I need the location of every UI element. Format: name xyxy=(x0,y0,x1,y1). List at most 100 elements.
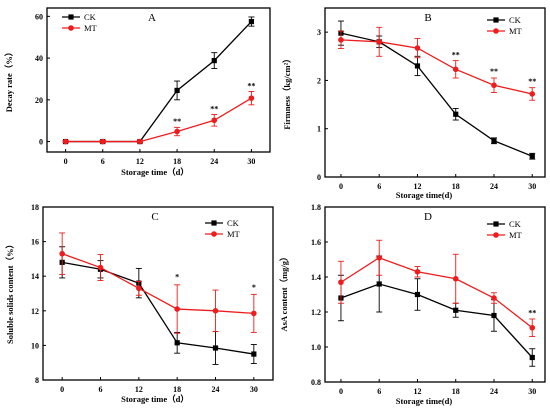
panel-d-letter: D xyxy=(424,211,432,223)
panel-a-significance-mark: ** xyxy=(247,81,255,90)
panel-a-xtick-label: 6 xyxy=(101,157,105,166)
panel-b-xtick-label: 30 xyxy=(528,182,536,191)
panel-b-legend-label-mt: MT xyxy=(509,26,523,36)
panel-c-ytick-label: 10 xyxy=(31,341,39,350)
panel-b-mt-point xyxy=(452,66,459,73)
panel-c-significance-mark: * xyxy=(252,283,256,292)
panel-b-xtick-label: 18 xyxy=(452,182,460,191)
panel-a-mt-point xyxy=(211,117,218,124)
panel-a-ytick-label: 60 xyxy=(35,12,43,21)
panel-a-mt-point xyxy=(99,138,106,145)
panel-a-xtick-label: 24 xyxy=(210,157,218,166)
panel-b-legend-label-ck: CK xyxy=(509,15,522,25)
panel-a-xtick-label: 30 xyxy=(247,157,255,166)
panel-d-legend-marker-mt xyxy=(493,232,499,238)
panel-c-ck-point xyxy=(174,340,180,346)
panel-d-xtick-label: 6 xyxy=(377,387,381,396)
panel-c-ck-line xyxy=(62,261,254,355)
panel-a-xtick-label: 12 xyxy=(136,157,144,166)
panel-b-mt-point xyxy=(376,39,383,45)
panel-c-ck-point xyxy=(212,345,219,351)
panel-c-legend-label-ck: CK xyxy=(227,218,240,228)
panel-a-x-axis-title: Storage time（d） xyxy=(121,167,189,177)
panel-c-mt-point xyxy=(97,264,104,271)
panel-b-x-axis-title: Storage time(d) xyxy=(396,190,453,200)
panel-a-ytick-label: 0 xyxy=(39,138,43,147)
panel-c-mt-point xyxy=(136,285,142,292)
panel-c-series-ck xyxy=(59,246,257,365)
panel-a-letter: A xyxy=(148,12,156,24)
panel-c-ytick-label: 16 xyxy=(31,238,39,247)
panel-a-significance-mark: ** xyxy=(173,117,181,126)
panel-d-legend-marker-ck xyxy=(493,221,499,227)
panel-d-xtick-label: 0 xyxy=(339,387,343,396)
panel-c-series-mt xyxy=(59,232,257,334)
panel-d-ck-line xyxy=(340,283,533,358)
panel-b-ck-line xyxy=(340,32,533,157)
panel-b-mt-point xyxy=(529,91,536,97)
panel-c-ytick-label: 18 xyxy=(31,203,39,212)
panel-c-ytick-label: 14 xyxy=(31,272,39,281)
panel-d: D 0 6 12 18 24 30 0.8 1.0 1.2 1.4 1.6 1.8 Storage tim… xyxy=(279,203,546,406)
panel-d-xtick-label: 12 xyxy=(413,387,421,396)
panel-c-frame xyxy=(42,206,274,381)
panel-d-xtick-label: 18 xyxy=(452,387,460,396)
panel-d-xtick-label: 30 xyxy=(528,387,536,396)
panel-b-significance-mark: ** xyxy=(452,50,460,59)
panel-d-ytick-label: 1.2 xyxy=(311,308,321,317)
panel-c-xtick-label: 12 xyxy=(135,385,143,394)
panel-b-ytick-label: 3 xyxy=(317,28,321,37)
panel-d-x-axis-title: Storage time(d) xyxy=(396,396,453,406)
panel-a-legend-marker-mt xyxy=(68,25,74,31)
panel-a-mt-point xyxy=(137,138,143,145)
panel-a-mt-line xyxy=(65,97,252,143)
panel-a-frame xyxy=(46,7,271,153)
panel-d-mt-point xyxy=(452,275,459,282)
panel-d-ytick-label: 1.8 xyxy=(311,203,321,212)
panel-b-y-axis-title: Firmness（kg/cm²） xyxy=(282,54,292,129)
panel-c-xtick-label: 30 xyxy=(250,385,258,394)
panel-c-xtick-label: 6 xyxy=(99,385,103,394)
panel-a-significance-mark: ** xyxy=(210,104,218,113)
panel-a-legend-label-ck: CK xyxy=(84,12,97,22)
panel-a: A 0 6 12 18 24 30 0 20 40 60 Storage time（d） Decay r… xyxy=(4,7,271,177)
panel-b-significance-mark: ** xyxy=(528,77,536,86)
panel-a-legend-label-mt: MT xyxy=(84,23,98,33)
panel-a-ck-line xyxy=(65,21,252,143)
panel-c-x-axis-title: Storage time（d） xyxy=(121,394,189,404)
panel-c-legend-marker-mt xyxy=(211,231,217,237)
panel-a-ck-point xyxy=(174,87,180,94)
panel-b-xtick-label: 12 xyxy=(413,182,421,191)
panel-d-mt-point xyxy=(529,324,536,331)
panel-a-xtick-label: 0 xyxy=(64,157,68,166)
panel-d-ck-point xyxy=(414,291,421,298)
panel-c-mt-point xyxy=(212,308,219,314)
panel-a-xtick-label: 18 xyxy=(173,157,181,166)
panel-b-significance-mark: ** xyxy=(490,67,498,76)
panel-d-mt-point xyxy=(376,254,383,261)
panel-c-letter: C xyxy=(151,211,158,223)
panel-d-ytick-label: 1.4 xyxy=(311,273,321,282)
panel-a-legend-marker-ck xyxy=(68,14,74,20)
panel-c-xtick-label: 18 xyxy=(173,385,181,394)
panel-c-mt-line xyxy=(61,253,254,315)
panel-d-ytick-label: 1.6 xyxy=(311,238,321,247)
panel-b-xtick-label: 24 xyxy=(490,182,498,191)
panel-c-mt-point xyxy=(251,310,257,317)
panel-d-ck-point xyxy=(529,354,535,361)
panel-a-ck-point xyxy=(211,57,217,64)
panel-c-mt-point xyxy=(174,306,180,312)
panel-d-ck-point xyxy=(491,312,497,319)
panel-d-y-axis-title: AsA content（mg/g） xyxy=(279,252,289,331)
panel-a-ytick-label: 20 xyxy=(35,96,43,105)
panel-d-legend-label-ck: CK xyxy=(509,219,522,229)
panel-b-mt-point xyxy=(414,45,421,51)
panel-d-legend-label-mt: MT xyxy=(509,230,523,240)
panel-b-legend-marker-mt xyxy=(493,28,499,34)
panel-c-xtick-label: 0 xyxy=(60,385,64,394)
